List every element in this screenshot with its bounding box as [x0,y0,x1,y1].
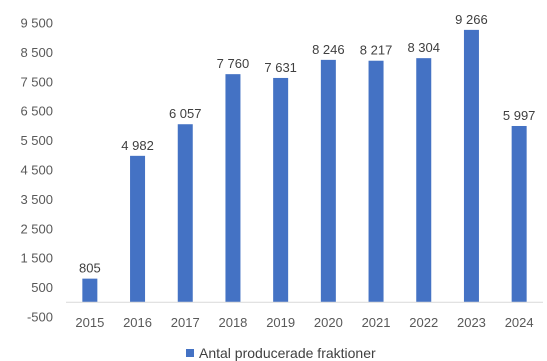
y-tick-label: 1 500 [20,251,53,266]
x-tick-label-2022: 2022 [409,315,438,330]
x-tick-label-2017: 2017 [171,315,200,330]
x-tick-label-2024: 2024 [505,315,534,330]
x-axis-tick-labels: 2015 2016 2017 2018 2019 2020 2021 2022 2023 2024 [75,315,533,330]
y-tick-label: -500 [27,310,53,325]
x-tick-label-2015: 2015 [75,315,104,330]
data-label-2019: 7 631 [264,60,297,75]
bar-2018 [225,74,241,303]
bar-series [82,29,527,303]
y-tick-label: 2 500 [20,221,53,236]
y-tick-label: 5 500 [20,133,53,148]
x-tick-label-2020: 2020 [314,315,343,330]
legend-swatch [186,349,194,357]
y-tick-label: 3 500 [20,192,53,207]
data-label-2017: 6 057 [169,106,202,121]
bar-2019 [273,77,289,303]
y-tick-label: 4 500 [20,163,53,178]
bar-2017 [177,124,193,303]
x-tick-label-2018: 2018 [218,315,247,330]
x-tick-label-2021: 2021 [362,315,391,330]
legend-label: Antal producerade fraktioner [199,345,376,361]
bar-2021 [368,60,384,303]
y-tick-label: 500 [31,280,53,295]
bar-2020 [320,59,336,303]
bar-2015 [82,278,98,303]
bar-2023 [463,29,479,303]
y-axis-tick-labels: -500 500 1 500 2 500 3 500 4 500 5 500 6 500 7 5… [20,16,53,325]
y-tick-label: 7 500 [20,74,53,89]
data-label-2020: 8 246 [312,42,345,57]
x-tick-label-2019: 2019 [266,315,295,330]
bar-2024 [511,125,527,303]
data-label-2015: 805 [79,261,101,276]
y-tick-label: 6 500 [20,104,53,119]
data-label-2016: 4 982 [121,138,154,153]
data-labels: 805 4 982 6 057 7 760 7 631 8 246 8 217 8 304 9 … [79,12,535,276]
bar-2022 [416,58,432,303]
x-tick-label-2023: 2023 [457,315,486,330]
data-label-2018: 7 760 [217,56,250,71]
data-label-2021: 8 217 [360,43,393,58]
y-tick-label: 8 500 [20,45,53,60]
bar-2016 [130,155,146,303]
data-label-2024: 5 997 [503,108,536,123]
data-label-2023: 9 266 [455,12,488,27]
data-label-2022: 8 304 [407,40,440,55]
y-tick-label: 9 500 [20,16,53,31]
x-tick-label-2016: 2016 [123,315,152,330]
legend: Antal producerade fraktioner [186,345,376,361]
